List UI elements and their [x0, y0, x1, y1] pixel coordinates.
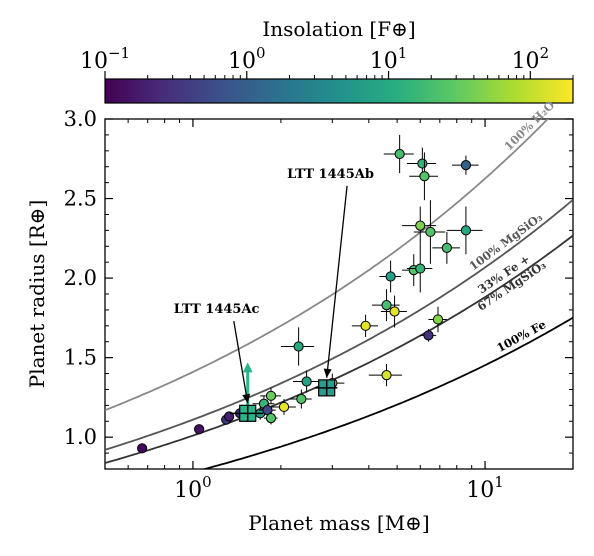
- planet-point: [402, 206, 437, 245]
- planet-point: [409, 152, 438, 201]
- planet-point: [413, 200, 446, 264]
- curve-2: [105, 234, 573, 464]
- x-axis-label: Planet mass [M⊕]: [248, 511, 430, 535]
- planet-marker: [265, 390, 277, 401]
- highlight-0: [230, 362, 264, 422]
- planet-marker: [293, 341, 304, 352]
- planet-marker: [137, 443, 148, 454]
- planet-point: [432, 231, 460, 264]
- planet-point: [383, 134, 414, 174]
- planet-marker: [417, 158, 428, 169]
- y-axis-label: Planet radius [R⊕]: [25, 200, 49, 389]
- annotation-arrow: [326, 185, 348, 378]
- planet-marker: [381, 300, 392, 311]
- planet-marker: [432, 314, 444, 325]
- annotation-label: LTT 1445Ab: [287, 167, 374, 182]
- planet-point: [280, 327, 315, 366]
- planet-point: [446, 206, 483, 255]
- planet-marker: [385, 271, 396, 282]
- planet-point: [428, 306, 447, 333]
- planet-marker: [394, 148, 405, 160]
- curve-3: [201, 316, 573, 469]
- planet-point: [451, 155, 479, 175]
- planet-point: [368, 364, 403, 387]
- planet-marker: [419, 171, 430, 182]
- curve-0: [105, 119, 549, 412]
- annotations: LTT 1445Ab LTT 1445Ac: [174, 167, 374, 404]
- planet-marker: [381, 370, 392, 381]
- x-tick-label: 100: [174, 473, 212, 503]
- planet-marker: [278, 401, 290, 413]
- lower-limit-arrowhead: [242, 362, 253, 373]
- planet-point: [224, 411, 235, 422]
- colorbar-label: Insolation [F⊕]: [262, 17, 415, 41]
- planet-marker: [194, 424, 205, 435]
- planet-marker: [441, 242, 452, 253]
- planet-marker: [296, 393, 307, 405]
- colorbar-gradient: [104, 78, 574, 104]
- colorbar-tick-label: 10−1: [80, 44, 130, 74]
- planet-point: [260, 387, 281, 404]
- planet-marker: [425, 226, 436, 238]
- annotation-arrowhead: [242, 393, 251, 404]
- axis-ticks: 100 101 1.0 1.5 2.0 2.5 3.0: [64, 107, 574, 503]
- planet-marker: [415, 220, 426, 231]
- planet-marker: [415, 263, 426, 274]
- planet-point: [406, 244, 433, 293]
- planet-marker: [265, 412, 277, 424]
- planet-marker: [360, 320, 371, 331]
- colorbar-tick-label: 101: [370, 44, 408, 74]
- planet-point: [137, 443, 148, 454]
- planet-marker: [460, 160, 472, 171]
- planet-marker: [389, 306, 400, 317]
- colorbar-tick-label: 102: [512, 44, 550, 74]
- colorbar-ticks: 10−1 100 101 102: [80, 44, 574, 79]
- planet-point: [380, 295, 407, 328]
- y-tick-label: 1.0: [64, 425, 97, 449]
- colorbar: Insolation [F⊕] 10−1 100 101 102: [80, 17, 574, 104]
- planet-point: [194, 424, 205, 435]
- y-tick-label: 2.5: [64, 187, 97, 211]
- annotation-arrow: [233, 320, 249, 404]
- planet-point: [263, 411, 278, 425]
- planet-marker: [460, 225, 472, 236]
- planet-point: [420, 329, 437, 342]
- planet-points: [137, 134, 483, 454]
- colorbar-tick-label: 100: [228, 44, 266, 74]
- planet-marker: [224, 411, 235, 422]
- planet-point: [292, 370, 319, 393]
- annotation-label: LTT 1445Ac: [174, 302, 260, 317]
- y-tick-label: 2.0: [64, 266, 97, 290]
- highlighted-planets: [230, 362, 338, 422]
- planet-point: [290, 389, 312, 409]
- curve-1: [105, 199, 573, 451]
- x-tick-label: 101: [466, 473, 504, 503]
- highlight-1: [315, 379, 338, 397]
- curve-label-0: 100% H₂O: [501, 98, 557, 154]
- annotation-arrowhead: [323, 368, 332, 378]
- y-tick-label: 3.0: [64, 107, 97, 131]
- planet-point: [270, 399, 296, 415]
- planet-marker: [423, 330, 434, 341]
- planet-point: [379, 260, 401, 293]
- planet-marker: [301, 376, 312, 387]
- composition-curves: [105, 119, 573, 469]
- planet-point: [351, 314, 378, 337]
- y-tick-label: 1.5: [64, 346, 97, 370]
